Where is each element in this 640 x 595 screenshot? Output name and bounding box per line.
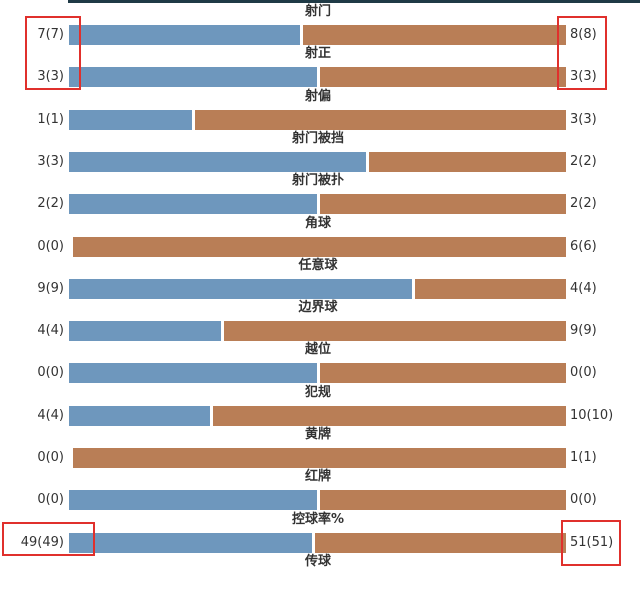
home-value: 2(2): [37, 196, 64, 212]
away-bar: [414, 278, 566, 299]
home-bar: [69, 490, 317, 511]
away-value: 0(0): [570, 492, 597, 508]
home-value: 0(0): [37, 238, 64, 254]
stat-row-yellow-cards: 黄牌 0(0) 1(1): [0, 426, 640, 468]
away-value: 9(9): [570, 323, 597, 339]
home-bar: [69, 321, 221, 342]
home-value: 9(9): [37, 280, 64, 296]
stat-label: 黄牌: [304, 427, 331, 442]
home-bar: [69, 67, 317, 88]
stat-label: 红牌: [304, 469, 331, 485]
stat-row-red-cards: 红牌 0(0) 0(0): [0, 468, 640, 511]
away-bar: [223, 321, 566, 342]
away-bar: [319, 363, 566, 384]
away-value: 3(3): [570, 69, 597, 85]
home-value: 3(3): [37, 69, 64, 85]
away-bar: [319, 490, 566, 511]
stat-label: 射门被挡: [291, 130, 344, 146]
stat-label: 角球: [304, 215, 331, 231]
stat-row-shots-saved: 射门被扑 2(2) 2(2): [0, 172, 640, 215]
stat-row-free-kicks: 任意球 9(9) 4(4): [0, 257, 640, 299]
away-value: 3(3): [570, 111, 597, 127]
away-bar: [314, 532, 566, 553]
home-value: 7(7): [37, 27, 64, 42]
stat-label: 传球: [304, 553, 331, 569]
away-bar: [212, 405, 566, 426]
stat-row-offsides: 越位 0(0) 0(0): [0, 341, 640, 384]
stat-row-shots-off-target: 射偏 1(1) 3(3): [0, 88, 640, 130]
away-value: 4(4): [570, 280, 597, 296]
home-bar: [69, 194, 317, 215]
home-value: 0(0): [37, 492, 64, 508]
top-divider: [68, 0, 640, 3]
stat-label: 任意球: [298, 257, 338, 273]
stat-row-shots-on-target: 射正 3(3) 3(3): [0, 45, 640, 88]
stat-row-throw-ins: 边界球 4(4) 9(9): [0, 299, 640, 342]
home-bar: [69, 109, 192, 130]
away-bar: [302, 25, 566, 45]
home-value: 4(4): [37, 323, 64, 339]
home-bar: [69, 278, 412, 299]
away-value: 0(0): [570, 365, 597, 381]
stat-row-shots-blocked: 射门被挡 3(3) 2(2): [0, 130, 640, 172]
away-bar: [368, 151, 566, 172]
stat-row-shots: 射门 7(7) 8(8): [0, 3, 640, 45]
away-value: 51(51): [570, 534, 614, 550]
stat-label: 射门: [304, 4, 331, 19]
home-value: 49(49): [20, 534, 64, 550]
stat-row-passes: 传球: [0, 553, 640, 595]
stat-label: 犯规: [304, 384, 331, 400]
away-bar: [319, 67, 566, 88]
stat-label: 射门被扑: [291, 173, 344, 189]
stat-row-fouls: 犯规 4(4) 10(10): [0, 384, 640, 426]
stat-label: 控球率%: [291, 511, 345, 527]
home-bar: [69, 25, 300, 45]
home-value: 0(0): [37, 365, 64, 381]
home-bar: [69, 405, 210, 426]
stat-row-possession: 控球率% 49(49) 51(51): [0, 511, 640, 553]
away-value: 2(2): [570, 196, 597, 212]
away-value: 1(1): [570, 450, 597, 465]
home-value: 3(3): [37, 153, 64, 169]
home-value: 4(4): [37, 407, 64, 423]
stat-label: 越位: [304, 342, 331, 358]
stat-row-corners: 角球 0(0) 6(6): [0, 215, 640, 257]
away-value: 8(8): [570, 27, 597, 42]
home-bar: [69, 363, 317, 384]
away-bar: [194, 109, 566, 130]
stat-label: 边界球: [298, 300, 338, 316]
away-bar: [73, 448, 566, 468]
away-value: 2(2): [570, 153, 597, 169]
stat-label: 射正: [304, 46, 331, 62]
away-bar: [319, 194, 566, 215]
home-value: 1(1): [37, 111, 64, 127]
away-value: 10(10): [570, 407, 614, 423]
away-value: 6(6): [570, 238, 597, 254]
home-bar: [69, 532, 312, 553]
away-bar: [73, 236, 566, 257]
stat-label: 射偏: [304, 88, 331, 104]
home-bar: [69, 151, 366, 172]
match-stats-panel: 射门 7(7) 8(8) 射正 3(3) 3(3) 射偏 1(1) 3(3) 射门被挡 3(3) 2(…: [0, 3, 640, 569]
home-value: 0(0): [37, 450, 64, 465]
